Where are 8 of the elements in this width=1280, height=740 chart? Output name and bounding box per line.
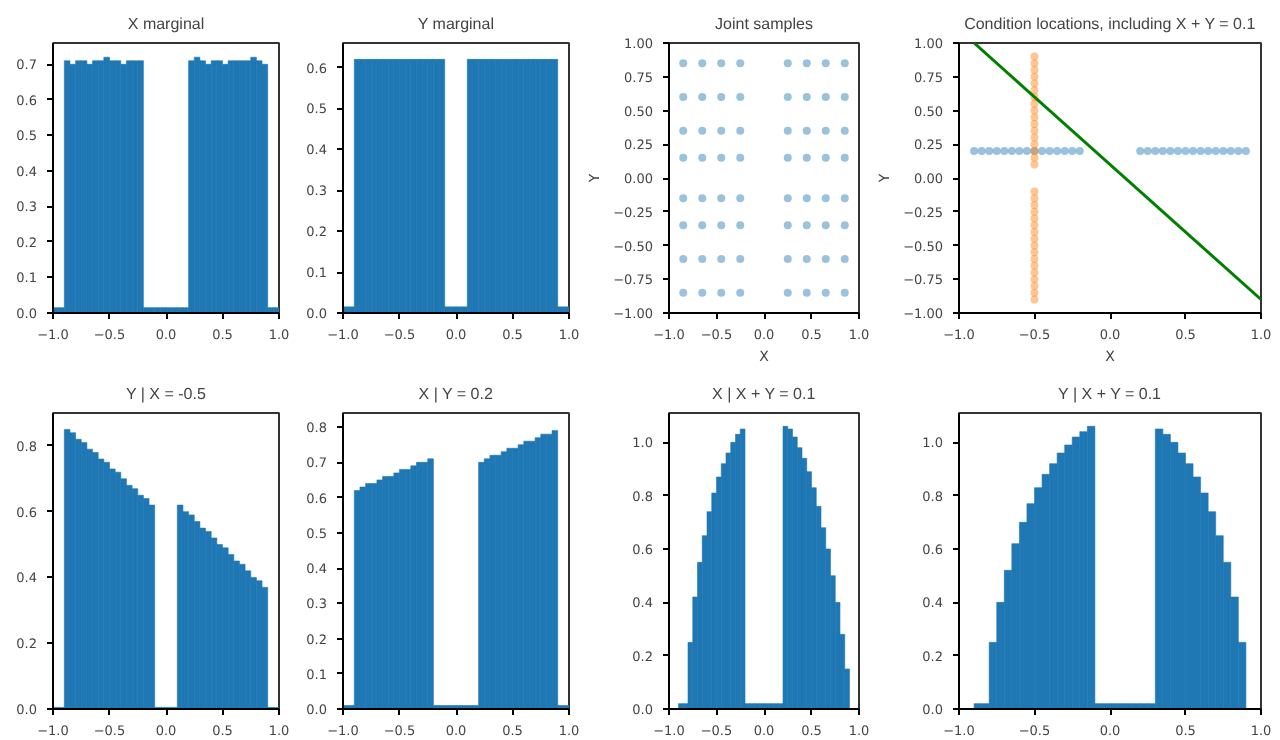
chart-title: X | X + Y = 0.1 — [712, 385, 817, 403]
chart-title: Condition locations, including X + Y = 0.1 — [964, 15, 1257, 33]
chart-title: Y marginal — [417, 15, 495, 33]
chart-title: X marginal — [127, 15, 205, 33]
chart-title: Y | X = -0.5 — [125, 385, 207, 403]
chart-title: Joint samples — [715, 15, 813, 33]
chart-title: X | Y = 0.2 — [418, 385, 494, 403]
chart-title: Y | X + Y = 0.1 — [1058, 385, 1163, 403]
